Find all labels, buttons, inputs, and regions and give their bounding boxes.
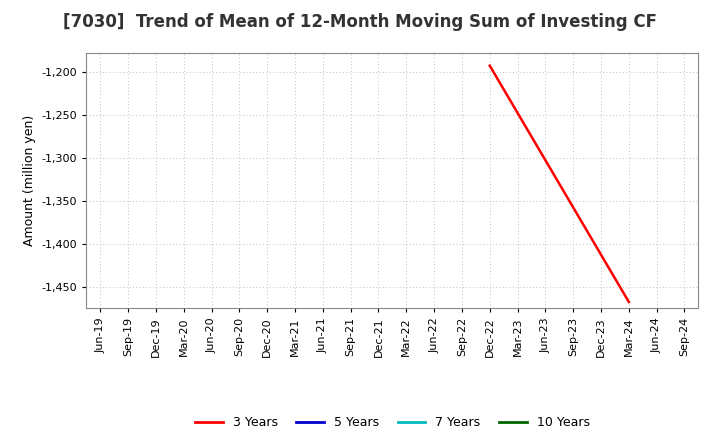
Text: [7030]  Trend of Mean of 12-Month Moving Sum of Investing CF: [7030] Trend of Mean of 12-Month Moving … xyxy=(63,13,657,31)
Legend: 3 Years, 5 Years, 7 Years, 10 Years: 3 Years, 5 Years, 7 Years, 10 Years xyxy=(190,411,595,434)
Y-axis label: Amount (million yen): Amount (million yen) xyxy=(23,115,36,246)
